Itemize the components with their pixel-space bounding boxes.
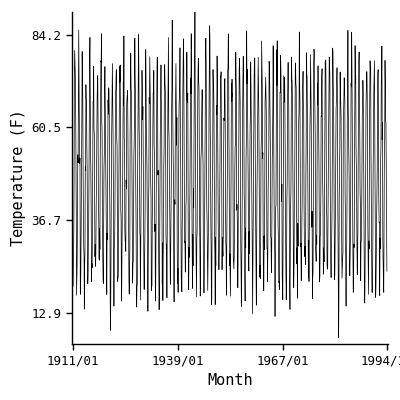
X-axis label: Month: Month [207,373,253,388]
Y-axis label: Temperature (F): Temperature (F) [11,110,26,246]
